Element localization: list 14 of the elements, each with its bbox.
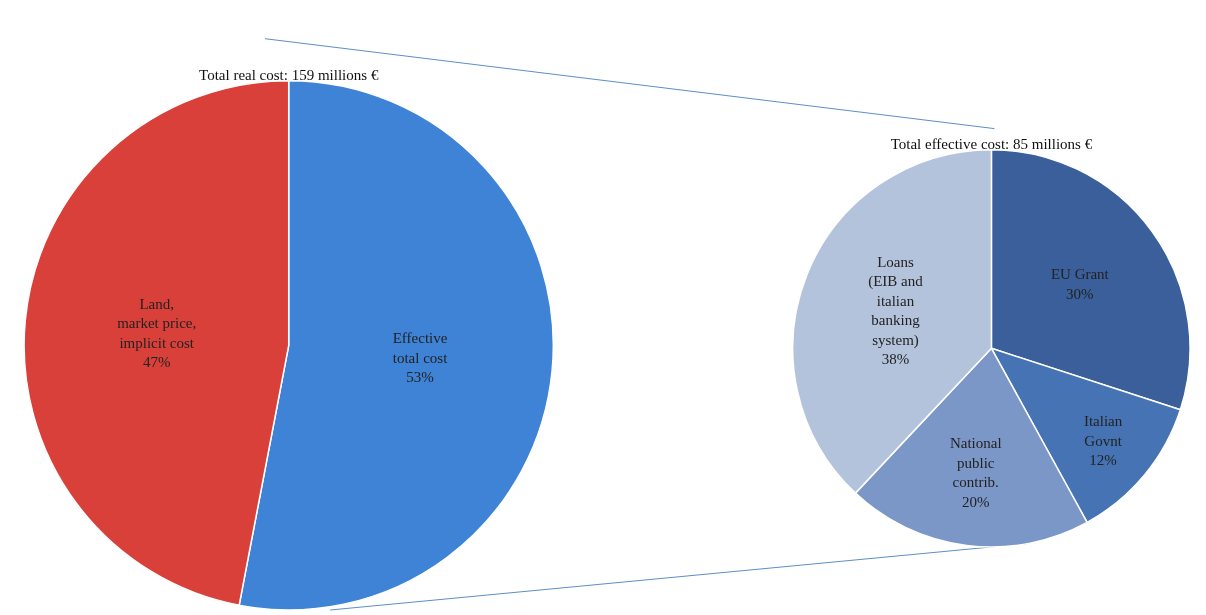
data-label: 12% <box>1089 452 1117 469</box>
chart-title: Total effective cost: 85 millions € <box>890 135 1093 152</box>
slice-label: National public contrib. <box>949 435 1002 491</box>
data-label: 53% <box>406 369 434 386</box>
data-label: 20% <box>961 493 990 510</box>
data-label: 38% <box>881 351 910 368</box>
slice-label: Land, market price, implicit cost <box>117 295 197 351</box>
slice-label: Italian Govnt <box>1083 413 1123 449</box>
chart-title: Total real cost: 159 millions € <box>199 66 379 83</box>
slice-label: Loans (EIB and italian banking system) <box>868 253 924 349</box>
slice-label: Effective total cost <box>392 330 449 366</box>
data-label: 47% <box>142 354 171 371</box>
data-label: 30% <box>1066 285 1094 302</box>
slice-label: EU Grant <box>1050 266 1110 282</box>
